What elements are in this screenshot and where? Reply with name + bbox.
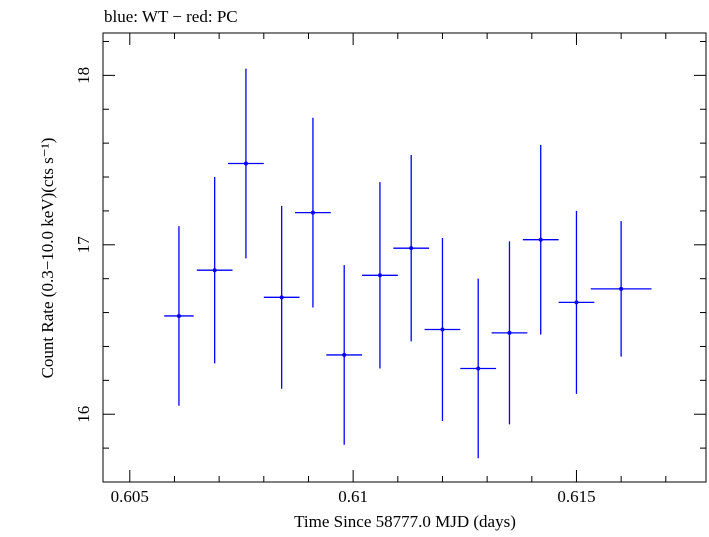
data-marker: [507, 330, 512, 335]
x-tick-label: 0.605: [111, 487, 149, 506]
y-tick-label: 17: [74, 236, 93, 254]
data-point: [263, 205, 300, 389]
data-point: [590, 221, 652, 357]
x-tick-label: 0.615: [557, 487, 595, 506]
data-marker: [619, 286, 624, 291]
data-point: [491, 241, 528, 425]
data-point: [558, 210, 595, 394]
data-point: [228, 68, 264, 259]
data-marker: [538, 237, 543, 242]
data-marks: [164, 68, 652, 459]
data-marker: [377, 273, 382, 278]
data-marker: [476, 366, 481, 371]
chart-title: blue: WT − red: PC: [104, 7, 238, 26]
y-tick-label: 18: [74, 67, 93, 84]
data-point: [393, 154, 430, 342]
data-marker: [243, 161, 248, 166]
data-marker: [310, 210, 315, 215]
data-marker: [279, 295, 284, 300]
data-point: [362, 182, 398, 369]
data-point: [164, 226, 194, 406]
data-point: [460, 278, 497, 459]
y-tick-label: 16: [74, 406, 93, 423]
data-marker: [440, 327, 445, 332]
data-point: [196, 177, 233, 364]
data-point: [326, 265, 363, 445]
axis-ticks: 0.605 0.61 0.615 16 17 18: [74, 33, 706, 506]
data-marker: [342, 352, 347, 357]
data-marker: [176, 313, 181, 318]
x-axis-label: Time Since 58777.0 MJD (days): [294, 512, 516, 531]
data-marker: [212, 268, 217, 273]
plot-frame: [102, 32, 707, 483]
data-point: [522, 144, 559, 335]
data-marker: [409, 246, 414, 251]
y-axis-label: Count Rate (0.3−10.0 keV)(cts s⁻¹): [38, 138, 57, 379]
x-tick-label: 0.61: [338, 487, 368, 506]
data-point: [295, 117, 331, 308]
data-marker: [574, 300, 579, 305]
data-point: [424, 238, 461, 422]
